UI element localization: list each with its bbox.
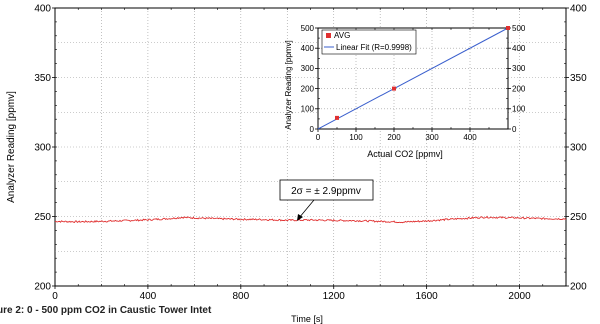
- x-tick-label: 100: [349, 133, 363, 142]
- y2-tick-label: 400: [570, 4, 587, 15]
- x-tick-label: 800: [232, 291, 249, 302]
- y2-tick-label: 400: [512, 44, 526, 53]
- figure-caption: ure 2: 0 - 500 ppm CO2 in Caustic Tower …: [0, 305, 212, 316]
- inset-grid: [318, 28, 508, 129]
- avg-point: [392, 86, 396, 91]
- inset-chart: 0 100 200 300 400 0 100 200 300 400 500 0 100 200 300 4…: [284, 24, 526, 159]
- sigma-annotation-text: 2σ = ± 2.9ppmv: [291, 186, 361, 197]
- sigma-annotation-box: [279, 179, 374, 201]
- legend-fit-label: Linear Fit (R=0.9998): [336, 43, 412, 52]
- inset-x-axis-label: Actual CO2 [ppmv]: [367, 149, 443, 159]
- y2-tick-label: 300: [570, 143, 587, 154]
- inset-legend-box: [321, 29, 417, 55]
- inset-series: [317, 26, 510, 130]
- series-line-analyzer-reading: [54, 215, 567, 224]
- y-tick-label: 100: [301, 105, 315, 114]
- main-ticks: 0 400 800 1200 1600 2000200250300350400200250…: [34, 4, 587, 303]
- y-tick-label: 250: [34, 212, 51, 223]
- x-tick-label: 400: [140, 291, 157, 302]
- avg-point: [506, 26, 510, 30]
- linear-fit-line: [317, 27, 509, 130]
- y-tick-label: 200: [34, 282, 51, 293]
- main-series: [54, 215, 567, 224]
- sigma-annotation-arrow: [298, 199, 315, 219]
- inset-y-axis-label: Analyzer Reading [ppmv]: [284, 40, 293, 129]
- main-x-axis-label: Time [s]: [291, 314, 323, 324]
- y-tick-label: 400: [34, 4, 51, 15]
- sigma-annotation-arrowhead: [297, 214, 303, 221]
- y2-tick-label: 250: [570, 212, 587, 223]
- y-tick-label: 200: [301, 84, 315, 93]
- y2-tick-label: 0: [512, 125, 517, 134]
- x-tick-label: 1600: [416, 291, 439, 302]
- y-tick-label: 500: [301, 24, 315, 33]
- x-tick-label: 0: [316, 133, 321, 142]
- sigma-annotation: 2σ = ± 2.9ppmv: [279, 179, 374, 221]
- y-tick-label: 300: [301, 64, 315, 73]
- y2-tick-label: 200: [570, 282, 587, 293]
- x-tick-label: 200: [387, 133, 401, 142]
- x-tick-label: 400: [463, 133, 477, 142]
- x-tick-label: 1200: [323, 291, 346, 302]
- y2-tick-label: 500: [512, 24, 526, 33]
- y2-tick-label: 200: [512, 84, 526, 93]
- main-y-axis-label: Analyzer Reading [ppmv]: [6, 91, 17, 203]
- y2-tick-label: 100: [512, 105, 526, 114]
- y2-tick-label: 300: [512, 64, 526, 73]
- x-tick-label: 2000: [508, 291, 531, 302]
- y-tick-label: 0: [310, 125, 315, 134]
- y-tick-label: 300: [34, 143, 51, 154]
- y2-tick-label: 350: [570, 73, 587, 84]
- y-tick-label: 400: [301, 44, 315, 53]
- legend-avg-label: AVG: [334, 31, 350, 40]
- inset-legend: AVG Linear Fit (R=0.9998): [321, 29, 417, 55]
- avg-point: [335, 115, 339, 120]
- legend-avg-marker: [326, 33, 331, 38]
- y-tick-label: 350: [34, 73, 51, 84]
- x-tick-label: 0: [52, 291, 58, 302]
- x-tick-label: 300: [425, 133, 439, 142]
- inset-ticks: 0 100 200 300 400 0 100 200 300 400 500 0 100 200 300 4…: [301, 24, 526, 142]
